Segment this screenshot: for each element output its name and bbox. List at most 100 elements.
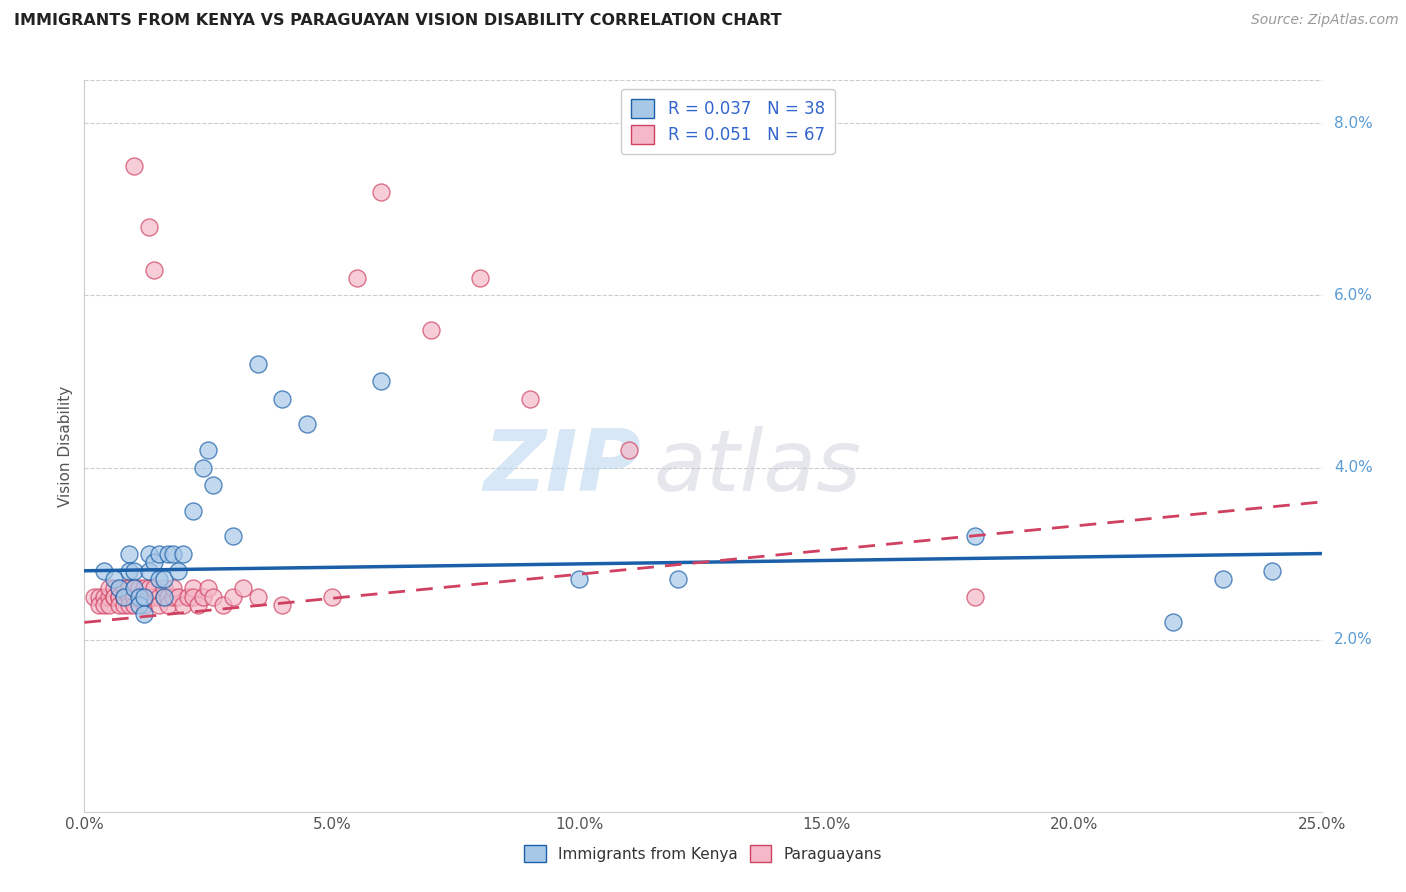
Point xyxy=(122,590,145,604)
Point xyxy=(132,590,155,604)
Point xyxy=(132,607,155,621)
Point xyxy=(98,598,121,612)
Point xyxy=(103,581,125,595)
Point xyxy=(112,590,135,604)
Legend: Immigrants from Kenya, Paraguayans: Immigrants from Kenya, Paraguayans xyxy=(516,837,890,870)
Point xyxy=(128,590,150,604)
Point xyxy=(83,590,105,604)
Point xyxy=(470,271,492,285)
Point xyxy=(108,590,131,604)
Point xyxy=(346,271,368,285)
Point xyxy=(118,547,141,561)
Point xyxy=(152,590,174,604)
Point xyxy=(295,417,318,432)
Point xyxy=(132,590,155,604)
Point xyxy=(148,573,170,587)
Point xyxy=(370,375,392,389)
Point xyxy=(118,590,141,604)
Point xyxy=(370,185,392,199)
Point xyxy=(108,598,131,612)
Point xyxy=(132,581,155,595)
Point xyxy=(162,581,184,595)
Point xyxy=(128,581,150,595)
Point xyxy=(202,477,225,491)
Point xyxy=(222,529,245,543)
Point xyxy=(118,564,141,578)
Point xyxy=(138,564,160,578)
Point xyxy=(148,598,170,612)
Point xyxy=(167,564,190,578)
Point xyxy=(138,547,160,561)
Point xyxy=(157,547,180,561)
Point xyxy=(177,590,200,604)
Point xyxy=(202,590,225,604)
Point xyxy=(162,547,184,561)
Point xyxy=(93,590,115,604)
Point xyxy=(246,357,269,371)
Point xyxy=(1161,615,1184,630)
Point xyxy=(271,598,294,612)
Point xyxy=(157,598,180,612)
Point xyxy=(108,590,131,604)
Point xyxy=(118,590,141,604)
Point xyxy=(519,392,541,406)
Text: 4.0%: 4.0% xyxy=(1334,460,1372,475)
Point xyxy=(138,219,160,234)
Point xyxy=(142,555,165,569)
Point xyxy=(128,590,150,604)
Point xyxy=(1212,573,1234,587)
Point xyxy=(152,573,174,587)
Point xyxy=(122,581,145,595)
Point xyxy=(98,581,121,595)
Point xyxy=(167,590,190,604)
Point xyxy=(617,443,640,458)
Point xyxy=(1261,564,1284,578)
Point xyxy=(965,529,987,543)
Point xyxy=(181,581,204,595)
Point xyxy=(132,598,155,612)
Point xyxy=(112,598,135,612)
Point xyxy=(128,598,150,612)
Point xyxy=(128,590,150,604)
Text: ZIP: ZIP xyxy=(484,426,641,509)
Point xyxy=(191,590,214,604)
Point xyxy=(148,547,170,561)
Point xyxy=(271,392,294,406)
Point xyxy=(112,590,135,604)
Text: 6.0%: 6.0% xyxy=(1334,288,1372,303)
Point xyxy=(142,590,165,604)
Point xyxy=(181,590,204,604)
Point xyxy=(138,581,160,595)
Point xyxy=(122,598,145,612)
Point xyxy=(122,581,145,595)
Point xyxy=(112,581,135,595)
Point xyxy=(89,598,111,612)
Point xyxy=(122,590,145,604)
Text: 8.0%: 8.0% xyxy=(1334,116,1372,131)
Point xyxy=(321,590,343,604)
Point xyxy=(191,460,214,475)
Point xyxy=(197,581,219,595)
Point xyxy=(108,581,131,595)
Point xyxy=(118,581,141,595)
Point xyxy=(118,598,141,612)
Point xyxy=(162,590,184,604)
Point xyxy=(89,590,111,604)
Point xyxy=(419,323,441,337)
Point xyxy=(138,590,160,604)
Point xyxy=(148,590,170,604)
Point xyxy=(172,547,194,561)
Point xyxy=(142,581,165,595)
Point xyxy=(222,590,245,604)
Point xyxy=(181,503,204,517)
Point xyxy=(232,581,254,595)
Point xyxy=(246,590,269,604)
Point xyxy=(568,573,591,587)
Point xyxy=(187,598,209,612)
Text: atlas: atlas xyxy=(654,426,862,509)
Point xyxy=(93,598,115,612)
Point xyxy=(112,590,135,604)
Point xyxy=(152,590,174,604)
Point xyxy=(122,159,145,173)
Y-axis label: Vision Disability: Vision Disability xyxy=(58,385,73,507)
